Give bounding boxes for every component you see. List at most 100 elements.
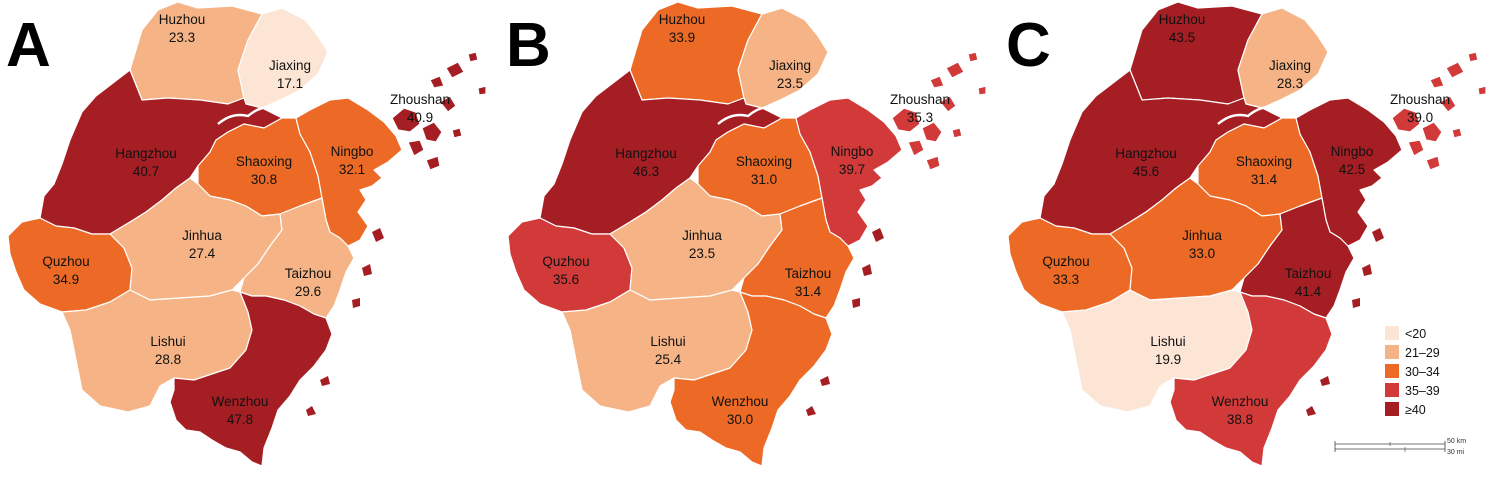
panel-letter-b: B [506,11,551,80]
legend-swatch-1 [1385,345,1399,359]
legend-label-2: 30–34 [1405,365,1440,379]
scale-mi-label: 30 mi [1447,449,1465,456]
island-zhoushan-6 [967,51,979,63]
label-taizhou-name: Taizhou [285,266,332,281]
coastal-island-0 [372,228,384,242]
map-panel-b: B [506,1,987,467]
island-zhoushan-1 [921,121,943,143]
label-jinhua-value: 33.0 [1189,246,1215,261]
label-shaoxing-name: Shaoxing [736,154,792,169]
coastal-island-3 [320,376,330,386]
label-taizhou-value: 41.4 [1295,284,1322,299]
label-hangzhou-name: Hangzhou [115,146,177,161]
island-zhoushan-3 [1439,95,1457,113]
label-lishui-name: Lishui [650,334,685,349]
label-huzhou-name: Huzhou [1159,12,1206,27]
island-zhoushan-2 [907,139,925,157]
label-huzhou-name: Huzhou [659,12,706,27]
label-jinhua-value: 23.5 [689,246,715,261]
label-ningbo-name: Ningbo [831,144,874,159]
island-zhoushan-6 [1467,51,1479,63]
label-hangzhou-value: 46.3 [633,164,659,179]
region-zhoushan-a [391,51,487,171]
legend-label-1: 21–29 [1405,346,1440,360]
island-zhoushan-5 [445,61,465,79]
coastal-island-3 [1320,376,1330,386]
label-huzhou-value: 23.3 [169,30,195,45]
label-hangzhou-name: Hangzhou [1115,146,1177,161]
island-zhoushan-5 [945,61,965,79]
legend-swatch-2 [1385,364,1399,378]
label-jinhua-value: 27.4 [189,246,216,261]
label-lishui-name: Lishui [150,334,185,349]
label-zhoushan-name: Zhoushan [390,92,450,107]
island-zhoushan-3 [939,95,957,113]
label-ningbo-name: Ningbo [331,144,374,159]
coastal-island-1 [1362,264,1372,276]
legend-swatch-4 [1385,402,1399,416]
island-zhoushan-4 [429,75,445,89]
island-zhoushan-0 [891,107,921,133]
island-zhoushan-9 [1477,85,1487,96]
label-huzhou-value: 43.5 [1169,30,1195,45]
legend-label-0: <20 [1405,327,1426,341]
map-panel-a: A [6,1,487,467]
label-hangzhou-value: 45.6 [1133,164,1159,179]
coastal-island-1 [362,264,372,276]
region-wenzhou-a [169,291,333,467]
label-taizhou-name: Taizhou [1285,266,1332,281]
island-zhoushan-3 [439,95,457,113]
coastal-island-4 [306,406,316,416]
island-zhoushan-1 [1421,121,1443,143]
map-panel-c: C [1006,1,1487,467]
island-zhoushan-8 [951,127,963,139]
island-zhoushan-7 [925,155,941,171]
label-quzhou-value: 33.3 [1053,272,1079,287]
label-shaoxing-name: Shaoxing [1236,154,1292,169]
scale-km-label: 50 km [1447,438,1466,445]
label-wenzhou-name: Wenzhou [212,394,269,409]
label-huzhou-value: 33.9 [669,30,695,45]
label-wenzhou-value: 30.0 [727,412,753,427]
label-hangzhou-name: Hangzhou [615,146,677,161]
island-zhoushan-8 [451,127,463,139]
label-jiaxing-value: 17.1 [277,76,303,91]
label-zhoushan-name: Zhoushan [890,92,950,107]
label-ningbo-name: Ningbo [1331,144,1374,159]
label-quzhou-value: 35.6 [553,272,579,287]
map-regions-b [507,1,987,467]
label-shaoxing-value: 31.0 [751,172,777,187]
map-regions-c [1007,1,1487,467]
legend: <20 21–29 30–34 35–39 ≥40 [1385,326,1440,417]
panel-letter-c: C [1006,11,1051,80]
label-ningbo-value: 32.1 [339,162,365,177]
coastal-island-0 [1372,228,1384,242]
region-zhoushan-c [1391,51,1487,171]
island-zhoushan-0 [1391,107,1421,133]
label-quzhou-value: 34.9 [53,272,79,287]
label-wenzhou-name: Wenzhou [712,394,769,409]
label-shaoxing-value: 31.4 [1251,172,1278,187]
label-quzhou-name: Quzhou [542,254,589,269]
label-hangzhou-value: 40.7 [133,164,159,179]
island-zhoushan-4 [1429,75,1445,89]
label-quzhou-name: Quzhou [1042,254,1089,269]
label-lishui-name: Lishui [1150,334,1185,349]
legend-label-3: 35–39 [1405,384,1440,398]
label-zhoushan-name: Zhoushan [1390,92,1450,107]
label-ningbo-value: 39.7 [839,162,865,177]
region-jiaxing-b [737,7,829,109]
label-jiaxing-value: 28.3 [1277,76,1303,91]
region-wenzhou-b [669,291,833,467]
island-zhoushan-5 [1445,61,1465,79]
label-ningbo-value: 42.5 [1339,162,1365,177]
coastal-island-4 [1306,406,1316,416]
region-jiaxing-a [237,7,329,109]
label-zhoushan-value: 35.3 [907,110,933,125]
label-taizhou-name: Taizhou [785,266,832,281]
label-shaoxing-name: Shaoxing [236,154,292,169]
legend-swatch-3 [1385,383,1399,397]
island-zhoushan-4 [929,75,945,89]
coastal-island-1 [862,264,872,276]
island-zhoushan-1 [421,121,443,143]
